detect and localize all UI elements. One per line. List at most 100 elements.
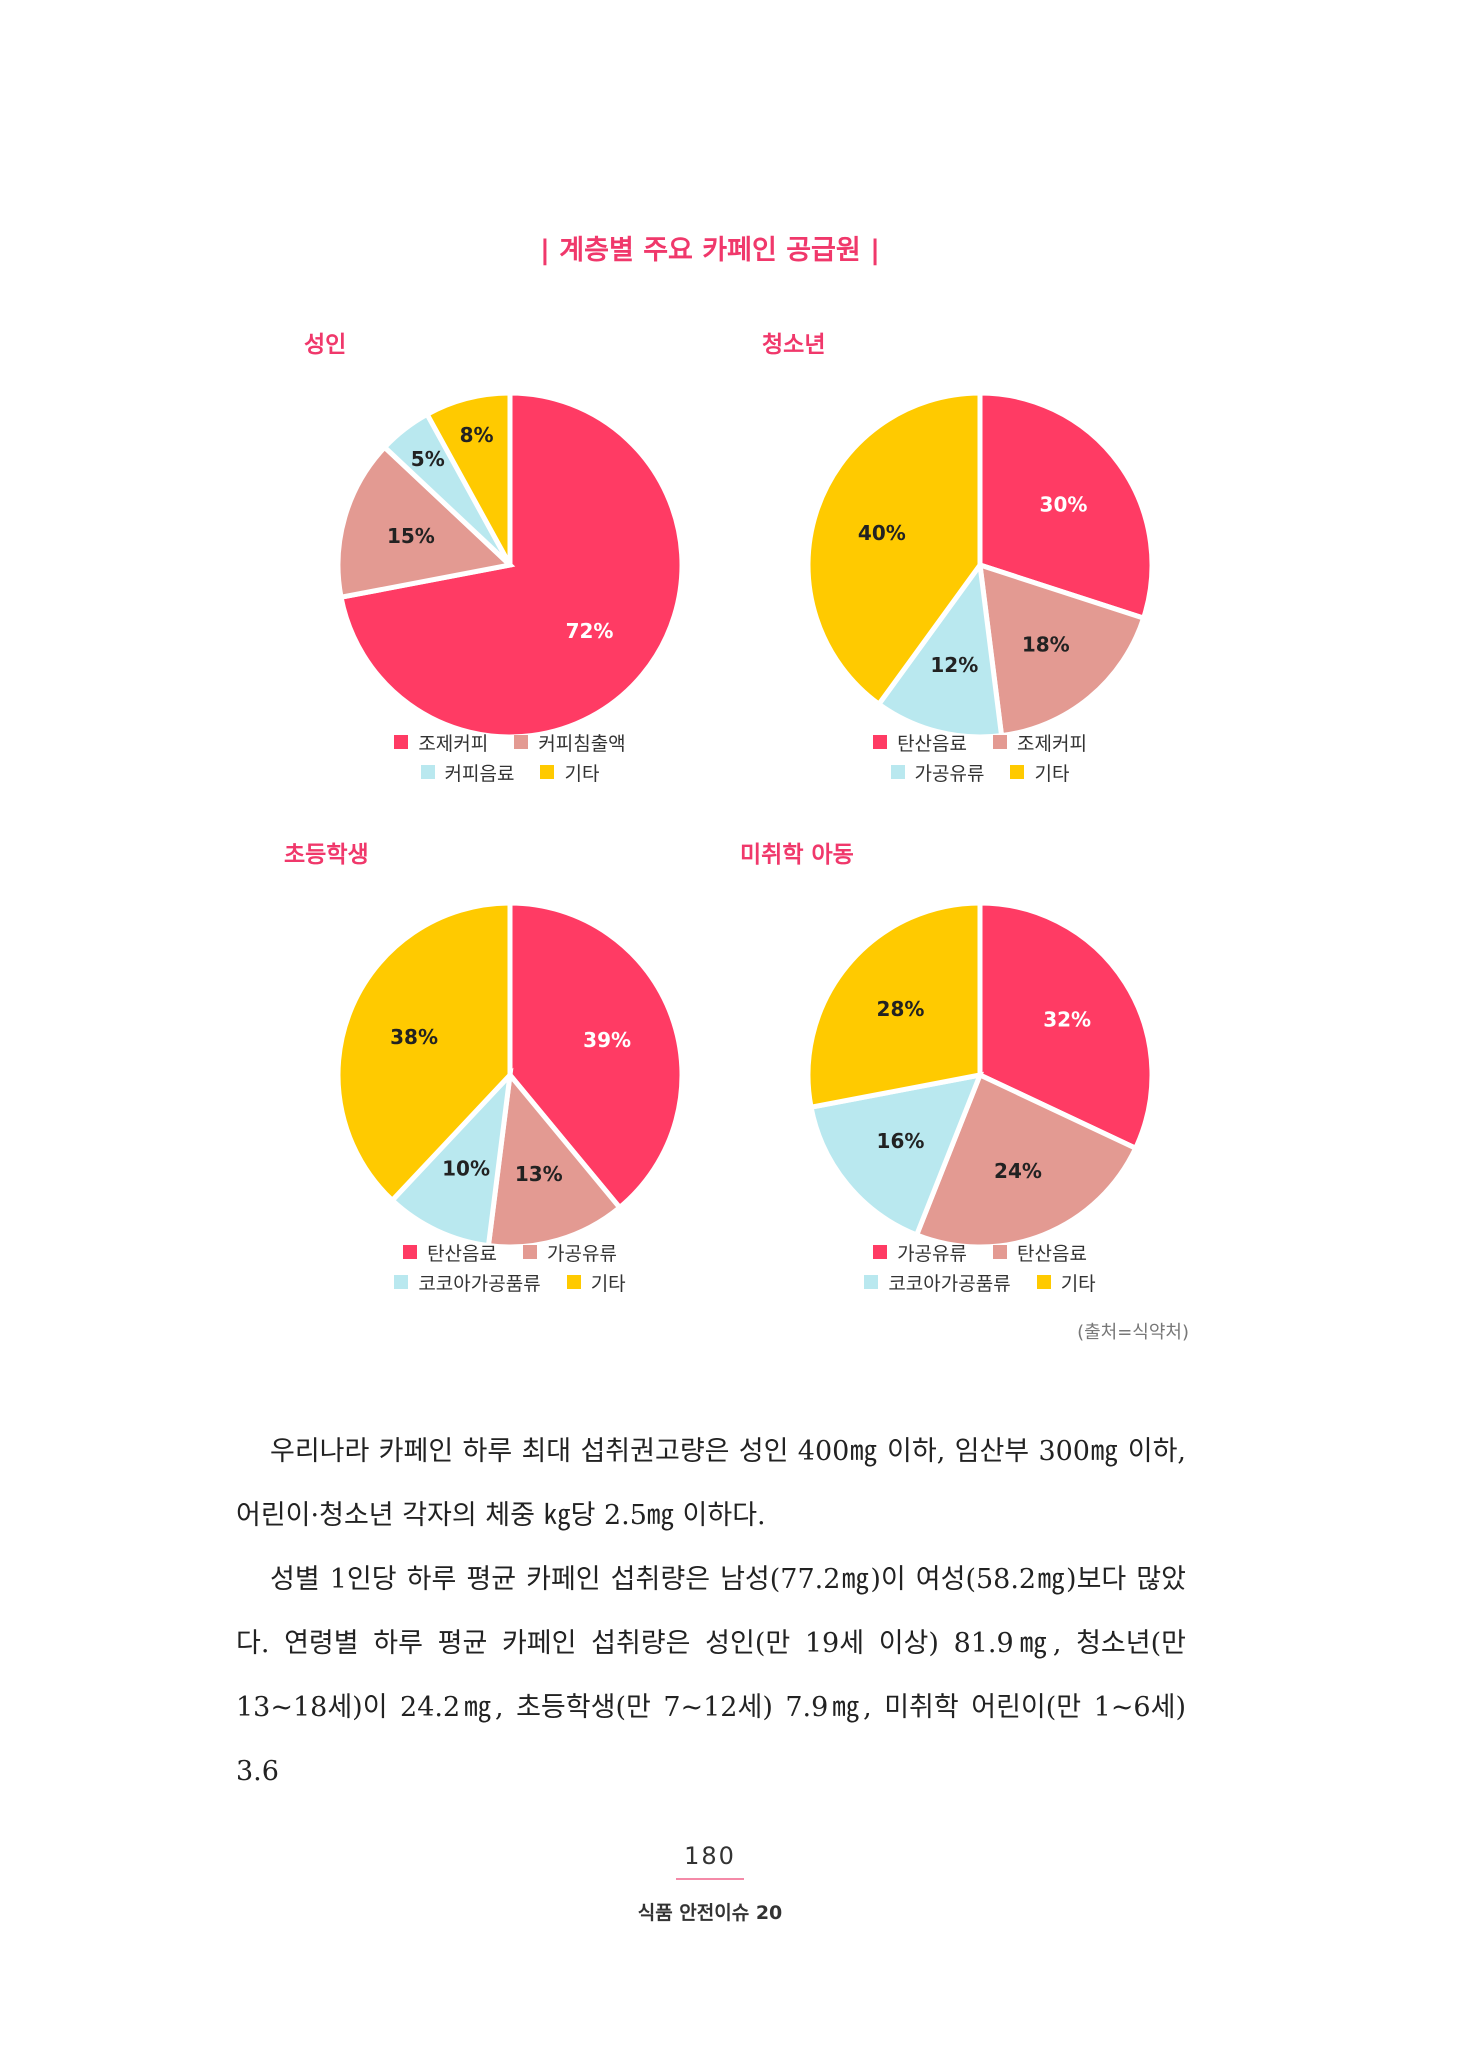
pie-slice [977, 900, 1155, 1152]
slice-label: 39% [583, 1028, 631, 1052]
running-footer: 식품 안전이슈 20 [637, 1902, 783, 1924]
legend-item: 기타 [1010, 759, 1069, 786]
legend-swatch [873, 1245, 888, 1259]
legend-item: 가공유류 [523, 1239, 617, 1266]
chart-title-elementary: 초등학생 [284, 842, 369, 868]
pie-chart-elementary: 39% 13% 10% 38% [335, 900, 685, 1250]
slice-label: 38% [390, 1025, 438, 1049]
slice-label: 40% [858, 521, 906, 545]
legend-swatch [566, 1275, 581, 1289]
legend-item: 기타 [540, 759, 599, 786]
legend-label: 커피음료 [444, 762, 515, 785]
paragraph: 성별 1인당 하루 평균 카페인 섭취량은 남성(77.2㎎)이 여성(58.2… [236, 1564, 1186, 1787]
chart-title-adult: 성인 [304, 332, 347, 358]
legend-swatch [993, 1245, 1007, 1259]
pie-chart-adult: 72% 15% 5% 8% [335, 390, 685, 740]
source-note: (출처=식약처) [1077, 1322, 1189, 1343]
page-number: 180 [684, 1842, 736, 1870]
pie-slice [507, 900, 685, 1212]
slice-label: 28% [877, 997, 925, 1021]
legend-swatch [394, 735, 409, 749]
chart-title-preschool: 미취학 아동 [740, 842, 854, 868]
legend-item: 조제커피 [993, 729, 1087, 756]
legend-label: 탄산음료 [427, 1242, 497, 1265]
pie-slice [977, 561, 1147, 739]
legend-item: 코코아가공품류 [394, 1269, 541, 1296]
legend-swatch [873, 735, 888, 749]
slice-label: 16% [877, 1129, 925, 1153]
legend-label: 커피침출액 [538, 732, 626, 755]
slice-label: 8% [460, 423, 494, 447]
legend-item: 코코아가공품류 [864, 1269, 1011, 1296]
pie-slice [913, 1071, 1139, 1250]
legend-swatch [403, 1245, 418, 1259]
legend-swatch [1036, 1275, 1051, 1289]
legend-label: 가공유류 [897, 1242, 967, 1265]
legend-adult: 조제커피 커피침출액 커피음료 기타 [300, 727, 720, 787]
legend-label: 탄산음료 [1017, 1242, 1087, 1265]
figure-title: | 계층별 주요 카페인 공급원 | [540, 235, 880, 266]
legend-teen: 탄산음료 조제커피 가공유류 기타 [770, 727, 1190, 787]
chart-panel-teen: 청소년 30% 18% 12% 40% [762, 325, 1190, 795]
paragraph: 우리나라 카페인 하루 최대 섭취권고량은 성인 400㎎ 이하, 임산부 30… [236, 1436, 1186, 1531]
legend-swatch [1010, 765, 1025, 779]
legend-item: 가공유류 [873, 1239, 967, 1266]
slice-label: 5% [411, 447, 445, 471]
legend-label: 조제커피 [418, 732, 489, 755]
legend-item: 가공유류 [890, 759, 985, 786]
legend-label: 조제커피 [1017, 732, 1087, 755]
slice-label: 18% [1022, 633, 1070, 657]
legend-item: 기타 [1036, 1269, 1096, 1296]
legend-label: 기타 [1034, 762, 1070, 785]
legend-label: 가공유류 [547, 1242, 617, 1265]
legend-preschool: 가공유류 탄산음료 코코아가공품류 기타 [770, 1237, 1190, 1297]
legend-label: 가공유류 [914, 762, 985, 785]
legend-swatch [540, 765, 555, 779]
legend-label: 기타 [1060, 1272, 1096, 1295]
chart-title-teen: 청소년 [762, 332, 826, 358]
legend-swatch [890, 765, 905, 779]
legend-swatch [993, 735, 1007, 749]
legend-swatch [394, 1275, 409, 1289]
pie-slice [977, 390, 1155, 622]
pie-slice [388, 1067, 514, 1249]
legend-item: 탄산음료 [403, 1239, 497, 1266]
page-number-rule [676, 1878, 744, 1880]
pie-slice [335, 900, 513, 1204]
legend-label: 코코아가공품류 [888, 1272, 1011, 1295]
chart-panel-elementary: 초등학생 39% 13% 10% 38% [284, 835, 720, 1305]
pie-slice [423, 390, 513, 567]
legend-item: 탄산음료 [993, 1239, 1087, 1266]
slice-label: 15% [387, 524, 435, 548]
legend-swatch [864, 1275, 879, 1289]
legend-item: 커피음료 [420, 759, 515, 786]
chart-panel-preschool: 미취학 아동 32% 24% 16% 28% [740, 835, 1190, 1305]
pie-chart-teen: 30% 18% 12% 40% [805, 390, 1155, 740]
legend-label: 기타 [564, 762, 600, 785]
slice-label: 72% [566, 619, 614, 643]
pie-chart-preschool: 32% 24% 16% 28% [805, 900, 1155, 1250]
legend-swatch [523, 1245, 537, 1259]
legend-item: 탄산음료 [873, 729, 967, 756]
pie-slice [485, 1068, 624, 1250]
chart-panel-adult: 성인 72% 15% 5% 8% [300, 325, 720, 795]
pie-slice [335, 443, 516, 601]
body-text: 우리나라 카페인 하루 최대 섭취권고량은 성인 400㎎ 이하, 임산부 30… [236, 1420, 1186, 1804]
legend-label: 코코아가공품류 [418, 1272, 541, 1295]
slice-label: 32% [1043, 1008, 1091, 1032]
legend-swatch [514, 735, 529, 749]
legend-elementary: 탄산음료 가공유류 코코아가공품류 기타 [300, 1237, 720, 1297]
legend-item: 커피침출액 [514, 729, 626, 756]
slice-label: 24% [994, 1159, 1042, 1183]
pie-slice [805, 390, 983, 708]
slice-label: 13% [515, 1162, 563, 1186]
legend-swatch [420, 765, 435, 779]
legend-item: 조제커피 [394, 729, 488, 756]
pie-slice [805, 900, 983, 1111]
pie-slice [808, 1071, 984, 1239]
slice-label: 12% [930, 653, 978, 677]
legend-label: 기타 [590, 1272, 626, 1295]
slice-label: 30% [1040, 492, 1088, 516]
legend-item: 기타 [566, 1269, 626, 1296]
slice-label: 10% [442, 1156, 490, 1180]
